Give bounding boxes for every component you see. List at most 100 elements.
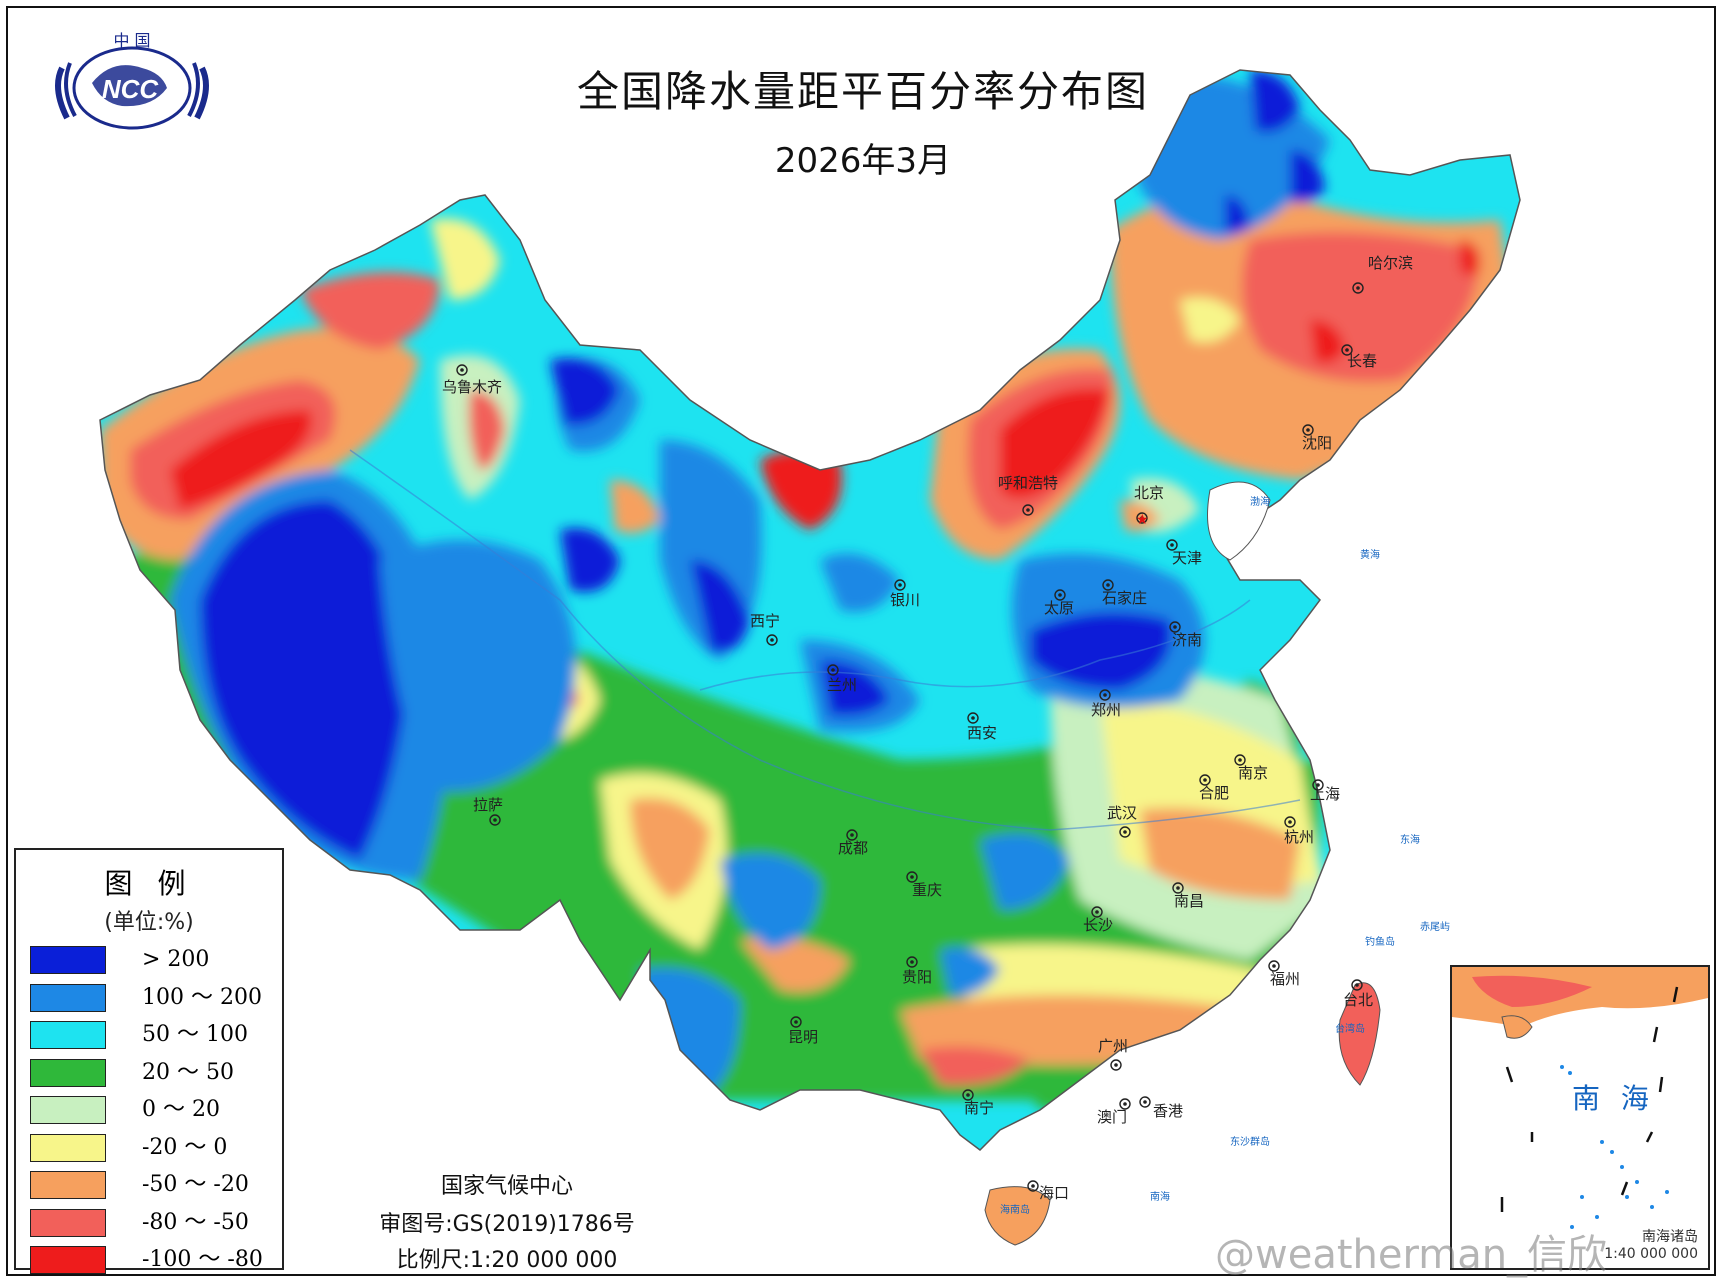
city-dot-icon (1139, 1096, 1151, 1108)
inset-sea-name: 南 海 (1572, 1082, 1655, 1115)
city-label: 武汉 (1107, 804, 1137, 822)
legend-swatch (30, 1171, 106, 1199)
city-label: 西宁 (750, 612, 780, 630)
logo-center-text: NCC (102, 74, 160, 104)
city-label: 杭州 (1284, 828, 1314, 846)
city-dot-icon (1136, 512, 1148, 524)
sea-label: 渤海 (1250, 495, 1270, 508)
legend-label: > 200 (142, 947, 210, 972)
city-marker: 银川 (890, 579, 920, 609)
credits-agency: 国家气候中心 (440, 1174, 573, 1199)
city-dot-center (1114, 1063, 1118, 1067)
city-marker: 郑州 (1091, 689, 1121, 719)
city-dot-icon (1312, 779, 1324, 791)
city-marker: 北京 (1134, 484, 1164, 524)
city-dot-icon (766, 634, 778, 646)
credits-scale: 比例尺:1:20 000 000 (396, 1248, 618, 1273)
city-label: 成都 (838, 839, 868, 857)
city-marker: 兰州 (827, 664, 857, 694)
city-label: 昆明 (788, 1028, 818, 1046)
city-dot-icon (1027, 1180, 1039, 1192)
city-marker: 南京 (1234, 754, 1268, 782)
city-label: 西安 (967, 724, 997, 742)
city-label: 上海 (1310, 785, 1340, 803)
city-label: 南宁 (964, 1099, 994, 1117)
city-dot-center (966, 1093, 970, 1097)
city-dot-icon (962, 1089, 974, 1101)
city-label: 南昌 (1174, 892, 1204, 910)
city-label: 沈阳 (1302, 434, 1332, 452)
south-china-sea-inset: 南 海 南海诸岛 1:40 000 000 (1450, 965, 1710, 1270)
legend: 图 例 (单位:%) > 200 100 ～ 200 50 ～ 100 20 ～ 50… (14, 848, 284, 1274)
logo-top-text: 中 国 (113, 31, 150, 50)
city-dot-icon (906, 956, 918, 968)
city-marker: 福州 (1268, 960, 1300, 988)
city-dot-icon (489, 814, 501, 826)
city-label: 合肥 (1199, 784, 1229, 802)
city-marker: 广州 (1098, 1037, 1128, 1071)
city-label: 呼和浩特 (998, 474, 1058, 492)
legend-swatch (30, 983, 106, 1012)
city-marker: 呼和浩特 (998, 474, 1058, 516)
city-dot-center (794, 1020, 798, 1024)
legend-label: -100 ～ -80 (142, 1247, 263, 1272)
city-dot-icon (1091, 906, 1103, 918)
city-marker: 昆明 (788, 1016, 818, 1046)
city-marker: 武汉 (1107, 804, 1137, 838)
hainan-island (984, 1186, 1051, 1246)
city-dot-icon (1302, 424, 1314, 436)
city-label: 长沙 (1083, 916, 1113, 934)
sea-label: 台湾岛 (1335, 1022, 1365, 1035)
city-label: 济南 (1172, 631, 1202, 649)
sea-label: 南海 (1150, 1190, 1170, 1203)
capital-star-icon: ★ (1136, 512, 1149, 528)
city-dot-center (1345, 348, 1349, 352)
legend-label: 100 ～ 200 (142, 984, 262, 1010)
city-dot-center (850, 833, 854, 837)
city-marker: 西安 (967, 712, 997, 742)
city-marker: 重庆 (906, 871, 942, 899)
legend-swatch (30, 1246, 106, 1274)
city-dot-icon (1022, 504, 1034, 516)
legend-label: 0 ～ 20 (142, 1097, 220, 1122)
city-label: 银川 (890, 591, 920, 609)
city-label: 重庆 (912, 881, 942, 899)
city-dot-icon (1119, 826, 1131, 838)
city-dot-center (1058, 593, 1062, 597)
city-dot-icon (1352, 282, 1364, 294)
city-label: 哈尔滨 (1368, 254, 1413, 272)
legend-swatch (30, 1208, 106, 1237)
city-dot-icon (1119, 1098, 1131, 1110)
city-marker: 乌鲁木齐 (442, 364, 502, 396)
city-label: 乌鲁木齐 (442, 378, 502, 396)
city-dot-center (910, 960, 914, 964)
city-dot-center (1031, 1184, 1035, 1188)
city-dot-icon (1351, 979, 1363, 991)
city-label: 长春 (1347, 352, 1377, 370)
city-marker: 台北 (1343, 979, 1373, 1009)
city-label: 香港 (1153, 1102, 1183, 1120)
sea-label: 黄海 (1360, 548, 1380, 561)
city-dot-center (1123, 1102, 1127, 1106)
city-marker: 南昌 (1172, 882, 1204, 910)
city-marker: 石家庄 (1102, 579, 1147, 607)
city-dot-icon (1341, 344, 1353, 356)
city-marker: 海口 (1027, 1180, 1069, 1202)
city-label: 郑州 (1091, 701, 1121, 719)
city-dot-center (1106, 583, 1110, 587)
city-marker: 杭州 (1284, 816, 1314, 846)
city-marker: 合肥 (1199, 774, 1229, 802)
inset-scale: 南海诸岛 1:40 000 000 (1604, 1226, 1698, 1262)
sea-label: 钓鱼岛 (1365, 935, 1395, 948)
city-marker: 长春 (1341, 344, 1377, 370)
legend-label: 20 ～ 50 (142, 1059, 234, 1085)
city-dot-center (1143, 1100, 1147, 1104)
city-dot-center (1123, 830, 1127, 834)
city-dot-icon (456, 364, 468, 376)
legend-label: -20 ～ 0 (142, 1134, 228, 1160)
city-dot-center (1173, 625, 1177, 629)
city-dot-center (1306, 428, 1310, 432)
city-dot-icon (967, 712, 979, 724)
